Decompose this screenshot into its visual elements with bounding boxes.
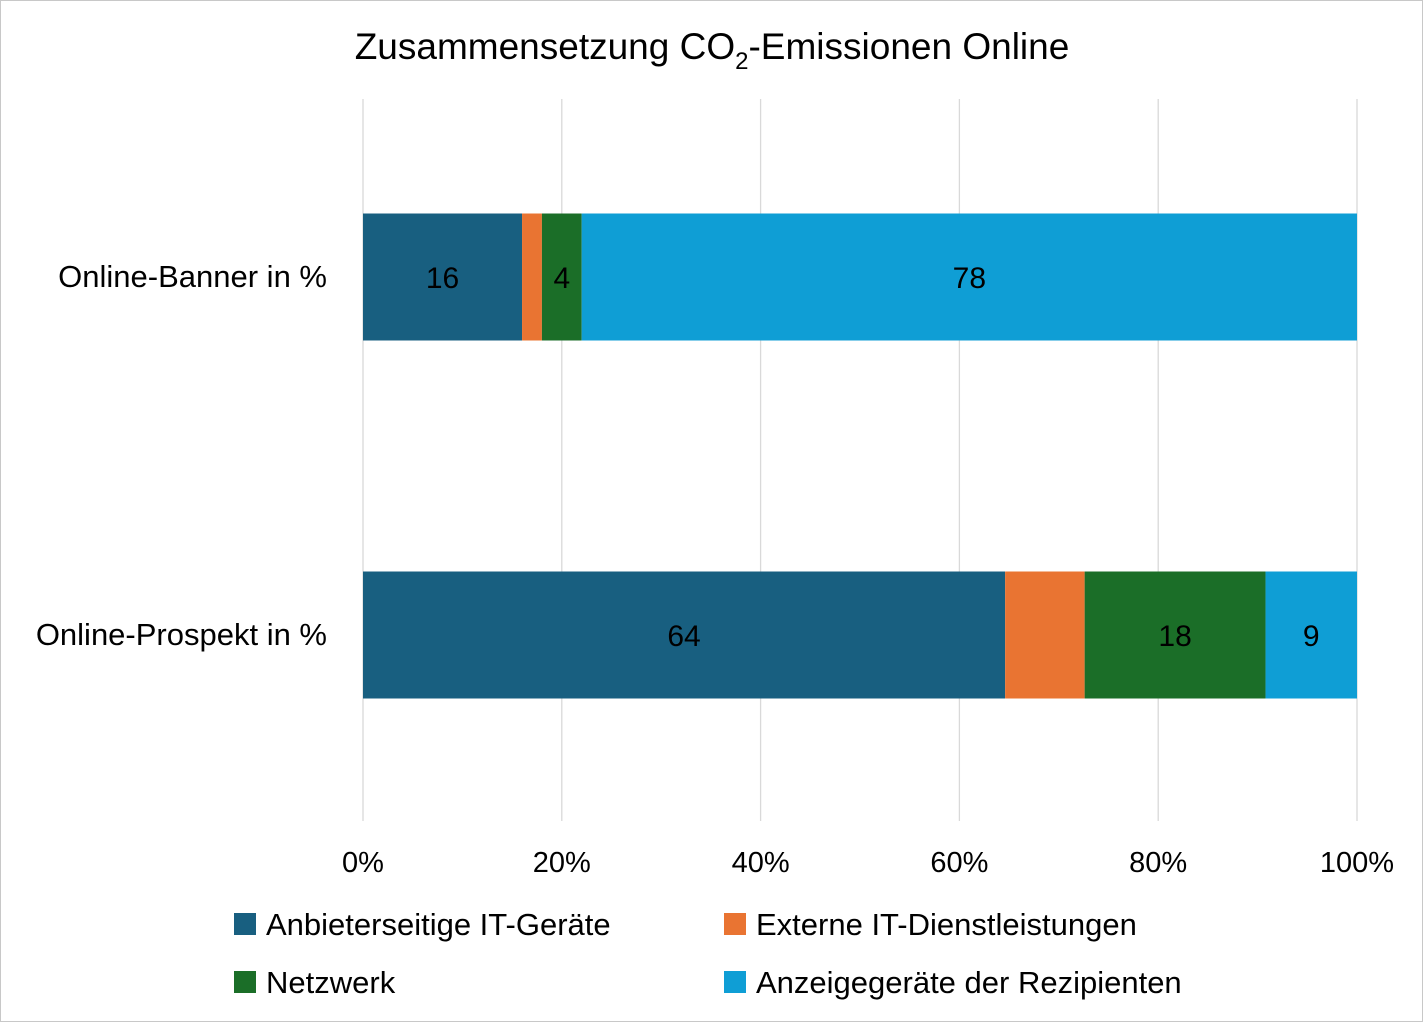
category-labels: Online-Banner in % Online-Prospekt in % bbox=[36, 259, 327, 652]
bar-segment[interactable] bbox=[522, 213, 542, 341]
legend-swatch bbox=[724, 913, 746, 935]
x-tick-label: 40% bbox=[732, 847, 790, 879]
x-tick-label: 0% bbox=[342, 847, 384, 879]
data-label: 18 bbox=[1158, 620, 1191, 653]
legend-swatch bbox=[724, 971, 746, 993]
bar-segment[interactable] bbox=[363, 571, 1006, 699]
x-tick-labels: 0% 20% 40% 60% 80% 100% bbox=[342, 847, 1394, 879]
chart-title: Zusammensetzung CO2-Emissionen Online bbox=[355, 26, 1070, 75]
chart-title-main: Zusammensetzung CO bbox=[355, 26, 735, 67]
data-labels: 16 4 78 64 18 9 bbox=[426, 262, 1320, 653]
data-label: 4 bbox=[553, 262, 570, 295]
legend-label: Netzwerk bbox=[266, 965, 396, 1000]
legend-label: Anbieterseitige IT-Geräte bbox=[266, 907, 611, 942]
x-tick-label: 80% bbox=[1129, 847, 1187, 879]
chart-title-rest: -Emissionen Online bbox=[748, 26, 1069, 67]
data-label: 16 bbox=[426, 262, 459, 295]
gridlines bbox=[362, 99, 1358, 821]
legend-label: Externe IT-Dienstleistungen bbox=[756, 907, 1137, 942]
x-tick-label: 100% bbox=[1320, 847, 1394, 879]
bar-segment[interactable] bbox=[1265, 571, 1357, 699]
data-label: 64 bbox=[667, 620, 700, 653]
bar-segment[interactable] bbox=[1084, 571, 1266, 699]
legend-item[interactable]: Externe IT-Dienstleistungen bbox=[724, 907, 1137, 942]
legend-item[interactable]: Netzwerk bbox=[234, 965, 396, 1000]
category-label: Online-Prospekt in % bbox=[36, 617, 327, 652]
bar-segment[interactable] bbox=[363, 213, 523, 341]
bar-segment[interactable] bbox=[541, 213, 582, 341]
bar-segment[interactable] bbox=[1005, 571, 1085, 699]
data-label: 9 bbox=[1303, 620, 1320, 653]
legend-item[interactable]: Anzeigegeräte der Rezipienten bbox=[724, 965, 1182, 1000]
legend[interactable]: Anbieterseitige IT-Geräte Externe IT-Dien… bbox=[234, 907, 1182, 1000]
bars bbox=[363, 213, 1357, 699]
category-label: Online-Banner in % bbox=[58, 259, 327, 294]
x-tick-label: 60% bbox=[930, 847, 988, 879]
data-label: 78 bbox=[953, 262, 986, 295]
legend-label: Anzeigegeräte der Rezipienten bbox=[756, 965, 1182, 1000]
x-tick-label: 20% bbox=[533, 847, 591, 879]
legend-swatch bbox=[234, 971, 256, 993]
legend-item[interactable]: Anbieterseitige IT-Geräte bbox=[234, 907, 611, 942]
bar-segment[interactable] bbox=[581, 213, 1357, 341]
chart-title-subscript: 2 bbox=[735, 48, 748, 75]
legend-swatch bbox=[234, 913, 256, 935]
